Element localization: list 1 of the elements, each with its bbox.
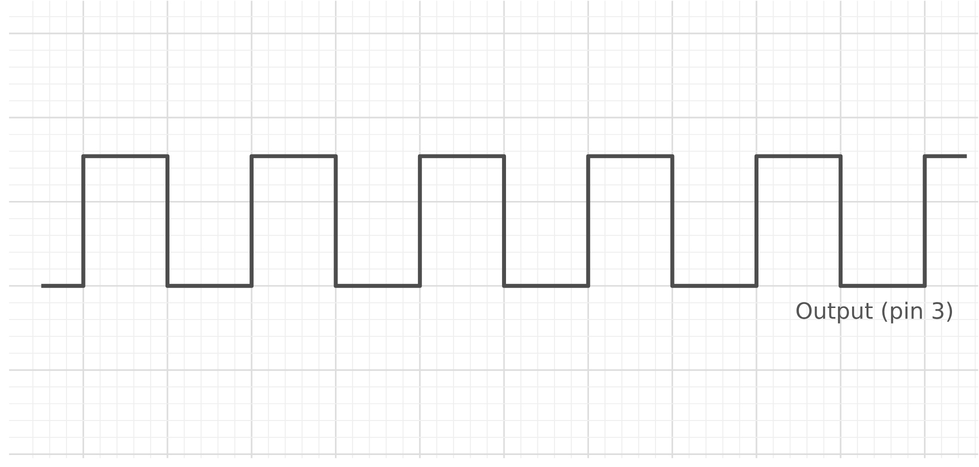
series-label: Output (pin 3) [796, 302, 952, 324]
